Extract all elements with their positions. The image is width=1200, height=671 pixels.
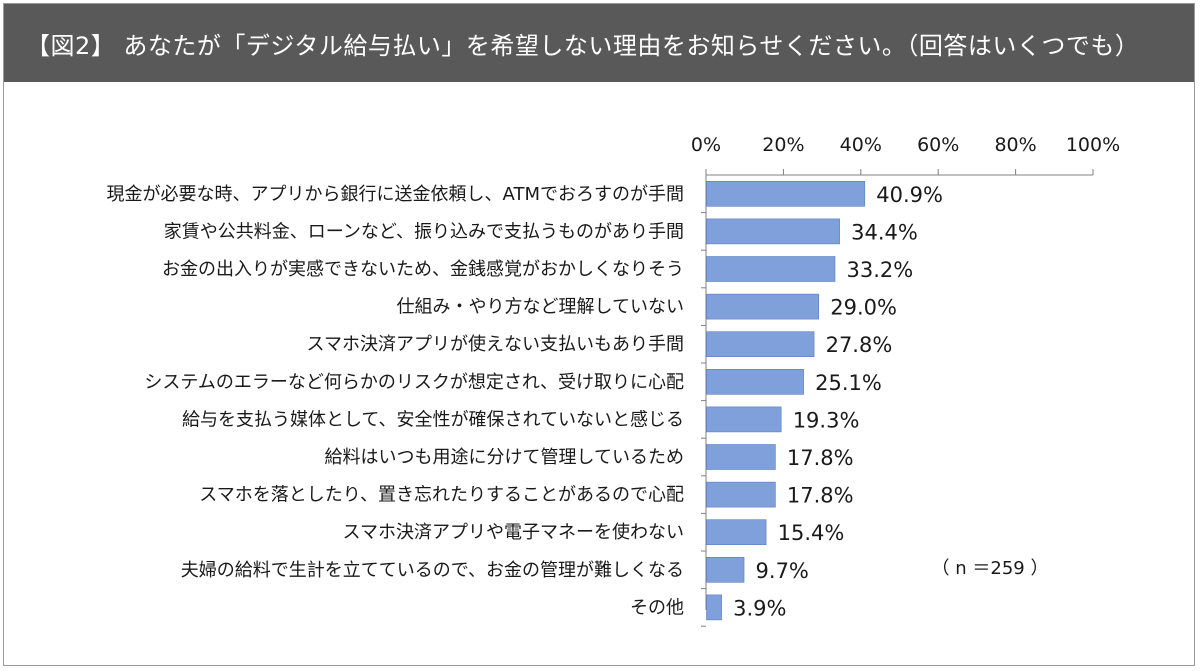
- plot-area: 0% 20% 40% 60% 80% 100% 現金が必要な時、アプリから銀行に送金依頼し、…: [107, 134, 1120, 627]
- data-label: 27.8%: [826, 333, 893, 357]
- category-label: 夫婦の給料で生計を立てているので、お金の管理が難しくなる: [181, 560, 684, 581]
- bar: [706, 481, 776, 508]
- data-label: 25.1%: [815, 371, 882, 395]
- data-label: 17.8%: [787, 446, 854, 470]
- category-label: スマホを落としたり、置き忘れたりすることがあるので心配: [199, 485, 684, 506]
- data-label: 29.0%: [830, 296, 897, 320]
- data-label: 19.3%: [793, 408, 860, 432]
- bar: [706, 594, 722, 621]
- category-label: スマホ決済アプリが使えない支払いもあり手間: [307, 334, 684, 355]
- bar: [706, 256, 836, 282]
- category-label: その他: [630, 597, 684, 618]
- category-label: 現金が必要な時、アプリから銀行に送金依頼し、ATMでおろすのが手間: [107, 184, 684, 205]
- bar: [706, 218, 840, 245]
- page-title: 【図2】 あなたが「デジタル給与払い」を希望しない理由をお知らせください。（回答…: [26, 31, 1140, 60]
- data-label: 3.9%: [733, 596, 786, 620]
- data-label: 40.9%: [876, 183, 943, 207]
- bar: [706, 368, 804, 395]
- x-tick-label: 80%: [994, 134, 1036, 156]
- category-label: お金の出入りが実感できないため、金銭感覚がおかしくなりそう: [162, 259, 684, 280]
- data-label: 33.2%: [846, 258, 913, 282]
- bar: [706, 406, 782, 433]
- x-tick-label: 40%: [840, 134, 882, 156]
- data-label: 15.4%: [778, 521, 845, 545]
- category-label: システムのエラーなど何らかのリスクが想定され、受け取りに心配: [144, 372, 684, 393]
- header-bar: 【図2】 あなたが「デジタル給与払い」を希望しない理由をお知らせください。（回答…: [4, 4, 1194, 82]
- x-tick-label: 0%: [691, 134, 721, 156]
- sample-size-note: （ n ＝259 ）: [932, 558, 1049, 579]
- bar: [706, 556, 745, 583]
- chart-frame: 【図2】 あなたが「デジタル給与払い」を希望しない理由をお知らせください。（回答…: [3, 3, 1195, 666]
- category-label: 家賃や公共料金、ローンなど、振り込みで支払うものがあり手間: [164, 221, 684, 242]
- data-label: 34.4%: [851, 220, 918, 244]
- x-tick-label: 60%: [917, 134, 959, 156]
- category-label: 給与を支払う媒体として、安全性が確保されていないと感じる: [182, 409, 684, 430]
- bar: [706, 181, 866, 207]
- bar: [706, 331, 815, 358]
- data-label: 17.8%: [787, 484, 854, 508]
- x-tick-label: 100%: [1066, 134, 1120, 156]
- bar: [706, 293, 820, 320]
- bar: [706, 519, 767, 546]
- category-label: スマホ決済アプリや電子マネーを使わない: [343, 522, 684, 543]
- category-label: 仕組み・やり方など理解していない: [397, 297, 684, 318]
- category-label: 給料はいつも用途に分けて管理しているため: [325, 447, 684, 468]
- bar: [706, 444, 776, 470]
- data-label: 9.7%: [756, 559, 809, 583]
- x-tick-label: 20%: [762, 134, 804, 156]
